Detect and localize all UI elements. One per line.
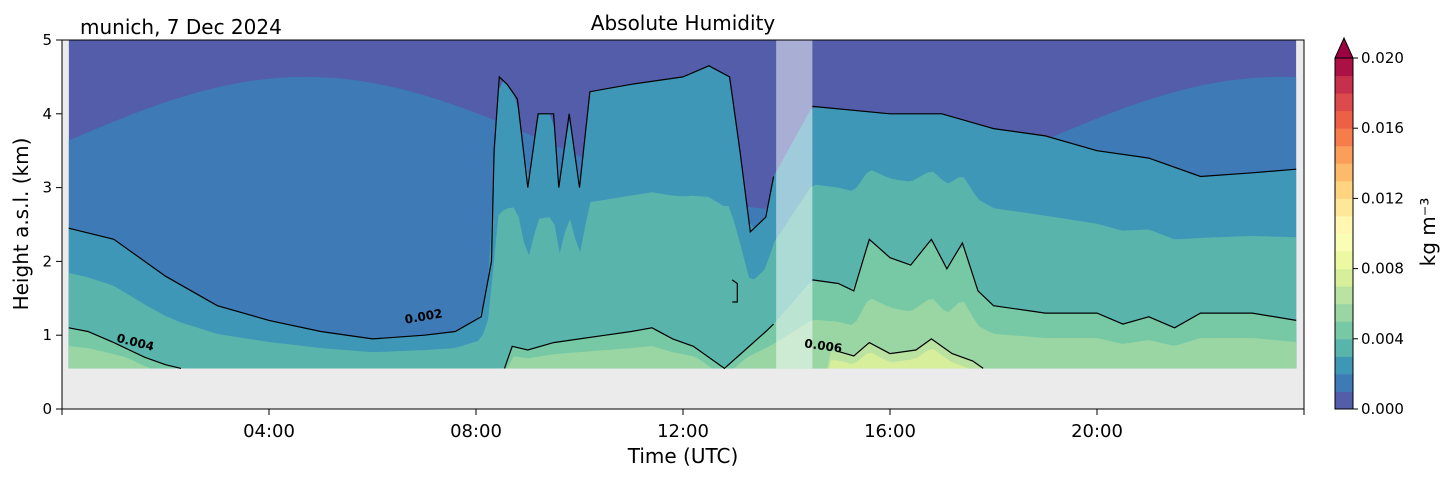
humidity-field	[68, 40, 1297, 369]
colorbar-segment	[1335, 391, 1353, 410]
humidity-band	[68, 298, 1297, 369]
y-tick-label: 3	[42, 179, 52, 197]
colorbar-segment	[1335, 198, 1353, 217]
colorbar-segment	[1335, 286, 1353, 305]
y-tick-label: 2	[42, 252, 52, 270]
y-tick-label: 5	[42, 31, 52, 49]
colorbar-segment	[1335, 251, 1353, 270]
colorbar-segment	[1335, 268, 1353, 287]
y-tick-label: 1	[42, 326, 52, 344]
colorbar-label: kg m⁻³	[1416, 198, 1440, 267]
x-tick-label: 04:00	[243, 421, 295, 442]
humidity-band	[829, 349, 969, 369]
x-tick-label: 16:00	[864, 421, 916, 442]
x-tick-label: 20:00	[1071, 421, 1123, 442]
contour-line	[503, 323, 775, 370]
colorbar-segment	[1335, 215, 1353, 234]
colorbar-segment	[1335, 128, 1353, 147]
colorbar-segment	[1335, 356, 1353, 375]
colorbar-frame	[1334, 57, 1354, 410]
colorbar-segment	[1335, 93, 1353, 112]
colorbar-tick-label: 0.020	[1361, 49, 1404, 67]
colorbar-segment	[1335, 373, 1353, 392]
colorbar-tick-label: 0.008	[1361, 260, 1404, 278]
colorbar-segment	[1335, 233, 1353, 252]
colorbar-segment	[1335, 110, 1353, 129]
x-tick-label: 12:00	[657, 421, 709, 442]
contour-label: 0.006	[804, 336, 844, 355]
contour-line	[812, 238, 1297, 329]
colorbar-segment	[1335, 58, 1353, 77]
colorbar-segment	[1335, 75, 1353, 94]
contour-line	[812, 105, 1297, 178]
colorbar-segment	[1335, 321, 1353, 340]
colorbar-tick-label: 0.000	[1361, 400, 1404, 418]
colorbar-tick-label: 0.016	[1361, 119, 1404, 137]
colorbar-segment	[1335, 145, 1353, 164]
y-axis-label: Height a.s.l. (km)	[9, 138, 33, 311]
y-tick-label: 0	[42, 400, 52, 418]
colorbar-segment	[1335, 180, 1353, 199]
contour-line	[838, 338, 984, 369]
x-axis-label: Time (UTC)	[627, 444, 739, 468]
colorbar: 0.000 0.004 0.008 0.012 0.016 0.020	[1334, 36, 1404, 418]
contour-label: 0.002	[404, 306, 444, 326]
chart-subtitle: munich, 7 Dec 2024	[80, 15, 282, 39]
colorbar-extend-arrow	[1334, 36, 1354, 59]
contour-line	[68, 65, 775, 340]
chart-title: Absolute Humidity	[591, 11, 776, 35]
masked-interval	[776, 40, 813, 369]
contour-line	[68, 327, 182, 369]
x-tick-label: 08:00	[450, 421, 502, 442]
colorbar-tick-label: 0.012	[1361, 189, 1404, 207]
colorbar-tick-label: 0.004	[1361, 330, 1404, 348]
contour-line	[731, 279, 738, 303]
colorbar-segment	[1335, 338, 1353, 357]
colorbar-segment	[1335, 303, 1353, 322]
colorbar-segment	[1335, 163, 1353, 182]
y-tick-label: 4	[42, 105, 52, 123]
